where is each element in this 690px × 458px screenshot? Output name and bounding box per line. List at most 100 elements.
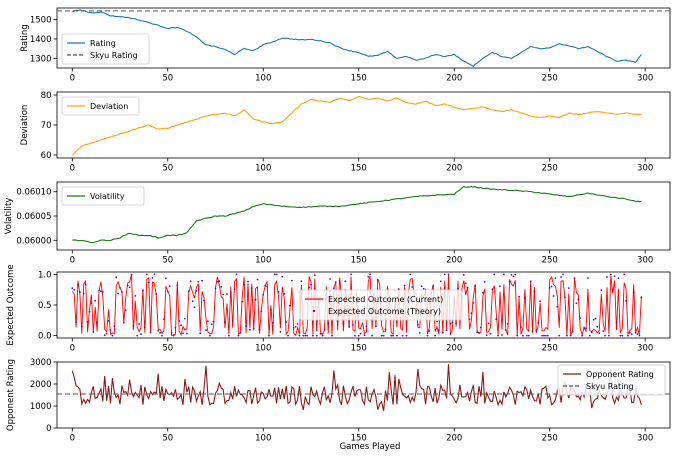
data-point [449, 322, 452, 325]
x-tick-label: 300 [637, 256, 653, 266]
x-tick-label: 250 [542, 434, 558, 444]
data-point [336, 320, 339, 322]
data-point [376, 279, 379, 281]
data-point [170, 331, 173, 334]
legend-swatch [312, 309, 316, 313]
data-point [562, 273, 564, 276]
data-point [115, 276, 118, 279]
data-point [514, 273, 517, 276]
data-point [113, 325, 116, 327]
data-point [592, 318, 595, 321]
data-point [482, 291, 484, 294]
data-point [302, 334, 305, 337]
data-point [186, 332, 188, 335]
x-tick-label: 0 [70, 74, 75, 84]
panel-deviation: 0 50 100 150 200 250 300 60 70 80 Deviation Deviati… [20, 91, 671, 174]
data-point [487, 322, 490, 325]
x-tick-label: 0 [70, 344, 75, 354]
data-point [380, 334, 383, 337]
data-point [107, 320, 110, 322]
data-point [281, 275, 284, 278]
x-tick-label: 300 [637, 344, 653, 354]
data-point [545, 334, 547, 337]
data-point [567, 287, 570, 289]
data-point [266, 285, 268, 288]
data-point [163, 318, 165, 320]
y-tick-label: 0.5 [38, 301, 52, 311]
data-point [625, 299, 627, 302]
data-point [403, 284, 406, 287]
data-point [258, 328, 261, 331]
data-point [138, 323, 141, 325]
data-point [422, 287, 425, 290]
data-point [401, 334, 404, 337]
data-point [208, 334, 211, 337]
data-point [226, 293, 228, 295]
data-point [264, 285, 267, 287]
data-point [420, 285, 423, 288]
data-point [157, 329, 160, 332]
data-point [96, 321, 98, 324]
x-tick-label: 50 [162, 164, 173, 174]
data-point [636, 333, 639, 335]
y-tick-label: 80 [41, 91, 52, 101]
y-axis-label: Volatility [4, 198, 14, 235]
data-point [224, 321, 226, 324]
y-tick-label: 2000 [30, 380, 52, 390]
series-deviation [71, 95, 642, 156]
data-point [627, 334, 629, 337]
data-point [168, 285, 171, 287]
legend: Rating Skyu Rating [61, 33, 150, 65]
data-point [476, 331, 478, 334]
data-point [165, 277, 167, 280]
data-point [483, 281, 486, 283]
data-point [539, 300, 541, 303]
data-point [203, 299, 205, 302]
axes-frame [56, 7, 671, 69]
legend: Opponent Rating Skyu Rating [557, 364, 666, 396]
x-axis-label: Games Played [340, 442, 401, 452]
data-point [306, 334, 309, 337]
data-point [161, 334, 163, 337]
data-point [117, 292, 119, 295]
x-tick-label: 100 [255, 74, 271, 84]
x-tick-label: 150 [351, 344, 367, 354]
data-point [510, 274, 513, 276]
data-point [472, 302, 475, 304]
data-point [613, 275, 616, 277]
data-point [187, 290, 190, 293]
data-point [543, 334, 545, 337]
data-point [205, 329, 207, 332]
data-point [270, 308, 272, 311]
data-point [357, 334, 360, 337]
data-point [546, 334, 549, 337]
data-point [478, 332, 480, 334]
data-point [474, 285, 477, 287]
data-point [136, 334, 139, 337]
axes-frame [56, 181, 671, 251]
data-point [140, 333, 142, 335]
data-point [82, 292, 85, 295]
data-point [501, 334, 503, 336]
data-point [323, 329, 326, 331]
x-tick-label: 200 [446, 164, 462, 174]
data-point [176, 284, 179, 287]
data-point [638, 334, 641, 337]
data-point [623, 273, 626, 276]
data-point [291, 279, 293, 282]
data-point [375, 325, 377, 328]
y-axis-label: Expected Outcome [6, 264, 16, 345]
data-point [621, 334, 624, 337]
data-point [279, 330, 282, 333]
data-point [489, 332, 492, 335]
data-point [493, 273, 496, 276]
x-tick-label: 50 [162, 256, 173, 266]
data-point [319, 333, 322, 335]
data-point [608, 334, 610, 337]
data-point [630, 333, 633, 335]
x-tick-label: 200 [446, 434, 462, 444]
data-point [260, 310, 263, 313]
data-point [86, 321, 89, 323]
data-point [338, 280, 341, 282]
data-point [191, 300, 194, 302]
